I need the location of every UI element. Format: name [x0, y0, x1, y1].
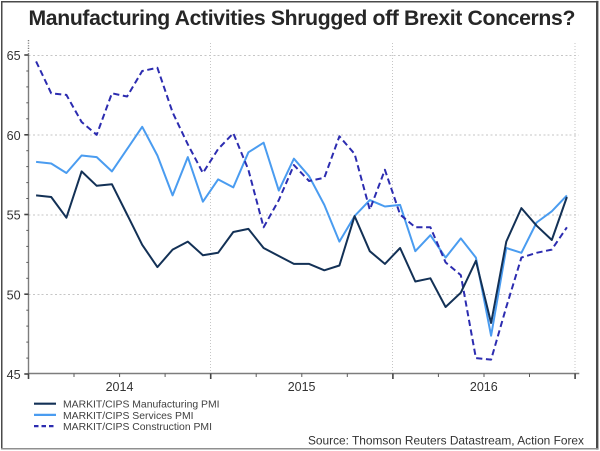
svg-text:65: 65 [7, 49, 21, 63]
svg-text:55: 55 [7, 209, 21, 223]
svg-text:MARKIT/CIPS Construction PMI: MARKIT/CIPS Construction PMI [63, 422, 212, 433]
svg-text:MARKIT/CIPS Services PMI: MARKIT/CIPS Services PMI [63, 411, 193, 422]
svg-text:2015: 2015 [288, 380, 316, 394]
svg-text:Source: Thomson Reuters Datast: Source: Thomson Reuters Datastream, Acti… [308, 434, 584, 448]
svg-text:45: 45 [7, 368, 21, 382]
svg-text:MARKIT/CIPS Manufacturing PMI: MARKIT/CIPS Manufacturing PMI [63, 400, 219, 411]
svg-text:Manufacturing Activities Shrug: Manufacturing Activities Shrugged off Br… [29, 7, 576, 30]
svg-text:50: 50 [7, 289, 21, 303]
svg-text:60: 60 [7, 129, 21, 143]
svg-text:2016: 2016 [470, 380, 498, 394]
svg-text:2014: 2014 [106, 380, 134, 394]
